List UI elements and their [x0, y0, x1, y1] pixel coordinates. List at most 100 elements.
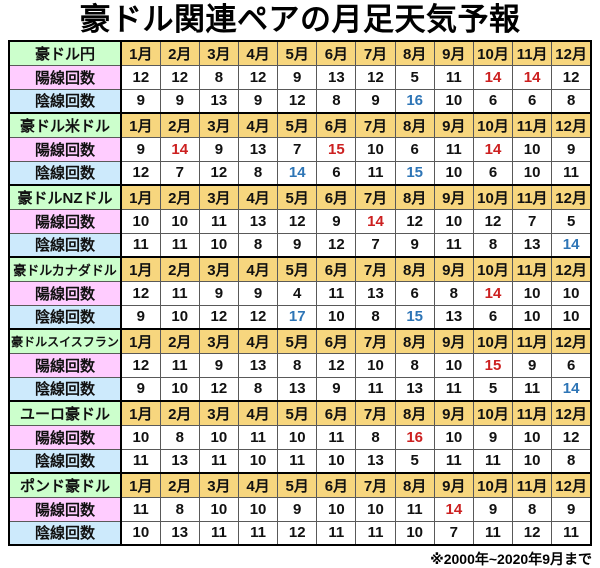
- month-header-cell: 3月: [198, 256, 239, 282]
- value-cell: 12: [237, 64, 279, 90]
- value-cell: 14: [551, 376, 592, 402]
- value-cell: 9: [198, 280, 239, 306]
- value-cell: 8: [316, 88, 357, 114]
- pair-name: 豪ドル円: [8, 40, 122, 66]
- value-cell: 10: [159, 376, 200, 402]
- value-cell: 13: [159, 520, 200, 546]
- month-header-cell: 3月: [198, 400, 239, 426]
- month-header-cell: 7月: [355, 184, 396, 210]
- month-header-cell: 3月: [198, 472, 239, 498]
- value-cell: 6: [472, 160, 514, 186]
- month-header-cell: 1月: [120, 40, 161, 66]
- value-cell: 6: [394, 136, 435, 162]
- pair-header-row: 豪ドルNZドル 1月 2月 3月 4月 5月 6月 7月 8月 9月 10月 11月 12月: [8, 184, 592, 210]
- value-cell: 6: [512, 88, 553, 114]
- value-cell: 9: [355, 88, 396, 114]
- value-cell: 13: [394, 376, 435, 402]
- value-cell: 12: [120, 160, 161, 186]
- value-cell: 11: [433, 232, 474, 258]
- value-cell: 10: [198, 496, 239, 522]
- value-cell: 12: [277, 520, 318, 546]
- value-cell: 5: [394, 64, 435, 90]
- value-cell: 7: [512, 208, 553, 234]
- value-cell: 7: [277, 136, 318, 162]
- value-cell: 9: [551, 496, 592, 522]
- pair-name: 豪ドルスイスフラン: [8, 328, 122, 354]
- value-cell: 10: [433, 160, 474, 186]
- value-cell: 12: [120, 280, 161, 306]
- value-cell: 7: [355, 232, 396, 258]
- value-cell: 8: [237, 160, 279, 186]
- value-cell: 11: [159, 232, 200, 258]
- value-cell: 12: [512, 520, 553, 546]
- month-header-cell: 11月: [512, 40, 553, 66]
- bear-count-row: 陰線回数 9 10 12 12 17 10 8 15 13 6 10 10: [8, 304, 592, 330]
- month-header-cell: 4月: [237, 112, 279, 138]
- value-cell: 9: [198, 136, 239, 162]
- month-header-cell: 8月: [394, 184, 435, 210]
- value-cell: 8: [159, 424, 200, 450]
- month-header-cell: 1月: [120, 112, 161, 138]
- month-header-cell: 9月: [433, 400, 474, 426]
- bull-row-label: 陽線回数: [8, 424, 122, 450]
- value-cell: 13: [277, 376, 318, 402]
- month-header-cell: 4月: [237, 472, 279, 498]
- value-cell: 13: [433, 304, 474, 330]
- value-cell: 11: [198, 448, 239, 474]
- month-header-cell: 9月: [433, 472, 474, 498]
- value-cell: 10: [512, 448, 553, 474]
- value-cell: 11: [551, 520, 592, 546]
- month-header-cell: 2月: [159, 472, 200, 498]
- value-cell: 11: [159, 280, 200, 306]
- month-header-cell: 8月: [394, 472, 435, 498]
- value-cell: 10: [551, 304, 592, 330]
- value-cell: 9: [551, 136, 592, 162]
- pair-header-row: 豪ドル円 1月 2月 3月 4月 5月 6月 7月 8月 9月 10月 11月 12月: [8, 40, 592, 66]
- month-header-cell: 6月: [316, 328, 357, 354]
- month-header-cell: 11月: [512, 256, 553, 282]
- value-cell: 10: [551, 280, 592, 306]
- month-header-cell: 12月: [551, 184, 592, 210]
- value-cell: 8: [237, 232, 279, 258]
- month-header-cell: 7月: [355, 472, 396, 498]
- value-cell: 5: [394, 448, 435, 474]
- month-header-cell: 10月: [472, 256, 514, 282]
- pair-name: 豪ドルNZドル: [8, 184, 122, 210]
- month-header-cell: 5月: [277, 112, 318, 138]
- value-cell: 12: [120, 352, 161, 378]
- bull-row-label: 陽線回数: [8, 64, 122, 90]
- value-cell: 9: [120, 304, 161, 330]
- bull-count-row: 陽線回数 12 12 8 12 9 13 12 5 11 14 14 12: [8, 64, 592, 90]
- bull-count-row: 陽線回数 11 8 10 10 9 10 10 11 14 9 8 9: [8, 496, 592, 522]
- value-cell: 9: [394, 232, 435, 258]
- value-cell: 10: [355, 352, 396, 378]
- value-cell: 15: [394, 304, 435, 330]
- bear-row-label: 陰線回数: [8, 232, 122, 258]
- value-cell: 9: [316, 376, 357, 402]
- month-header-cell: 3月: [198, 112, 239, 138]
- value-cell: 13: [237, 136, 279, 162]
- month-header-cell: 9月: [433, 328, 474, 354]
- value-cell: 8: [355, 304, 396, 330]
- value-cell: 12: [277, 208, 318, 234]
- pair-header-row: 豪ドル米ドル 1月 2月 3月 4月 5月 6月 7月 8月 9月 10月 11月 12月: [8, 112, 592, 138]
- value-cell: 8: [472, 232, 514, 258]
- value-cell: 11: [355, 160, 396, 186]
- value-cell: 8: [198, 64, 239, 90]
- value-cell: 12: [394, 208, 435, 234]
- value-cell: 9: [120, 136, 161, 162]
- bear-row-label: 陰線回数: [8, 376, 122, 402]
- month-header-cell: 4月: [237, 40, 279, 66]
- value-cell: 11: [198, 208, 239, 234]
- value-cell: 14: [433, 496, 474, 522]
- month-header-cell: 12月: [551, 328, 592, 354]
- value-cell: 9: [277, 64, 318, 90]
- value-cell: 16: [394, 424, 435, 450]
- bear-row-label: 陰線回数: [8, 160, 122, 186]
- value-cell: 12: [316, 232, 357, 258]
- value-cell: 11: [316, 280, 357, 306]
- value-cell: 14: [472, 64, 514, 90]
- month-header-cell: 2月: [159, 112, 200, 138]
- value-cell: 13: [237, 208, 279, 234]
- value-cell: 11: [316, 424, 357, 450]
